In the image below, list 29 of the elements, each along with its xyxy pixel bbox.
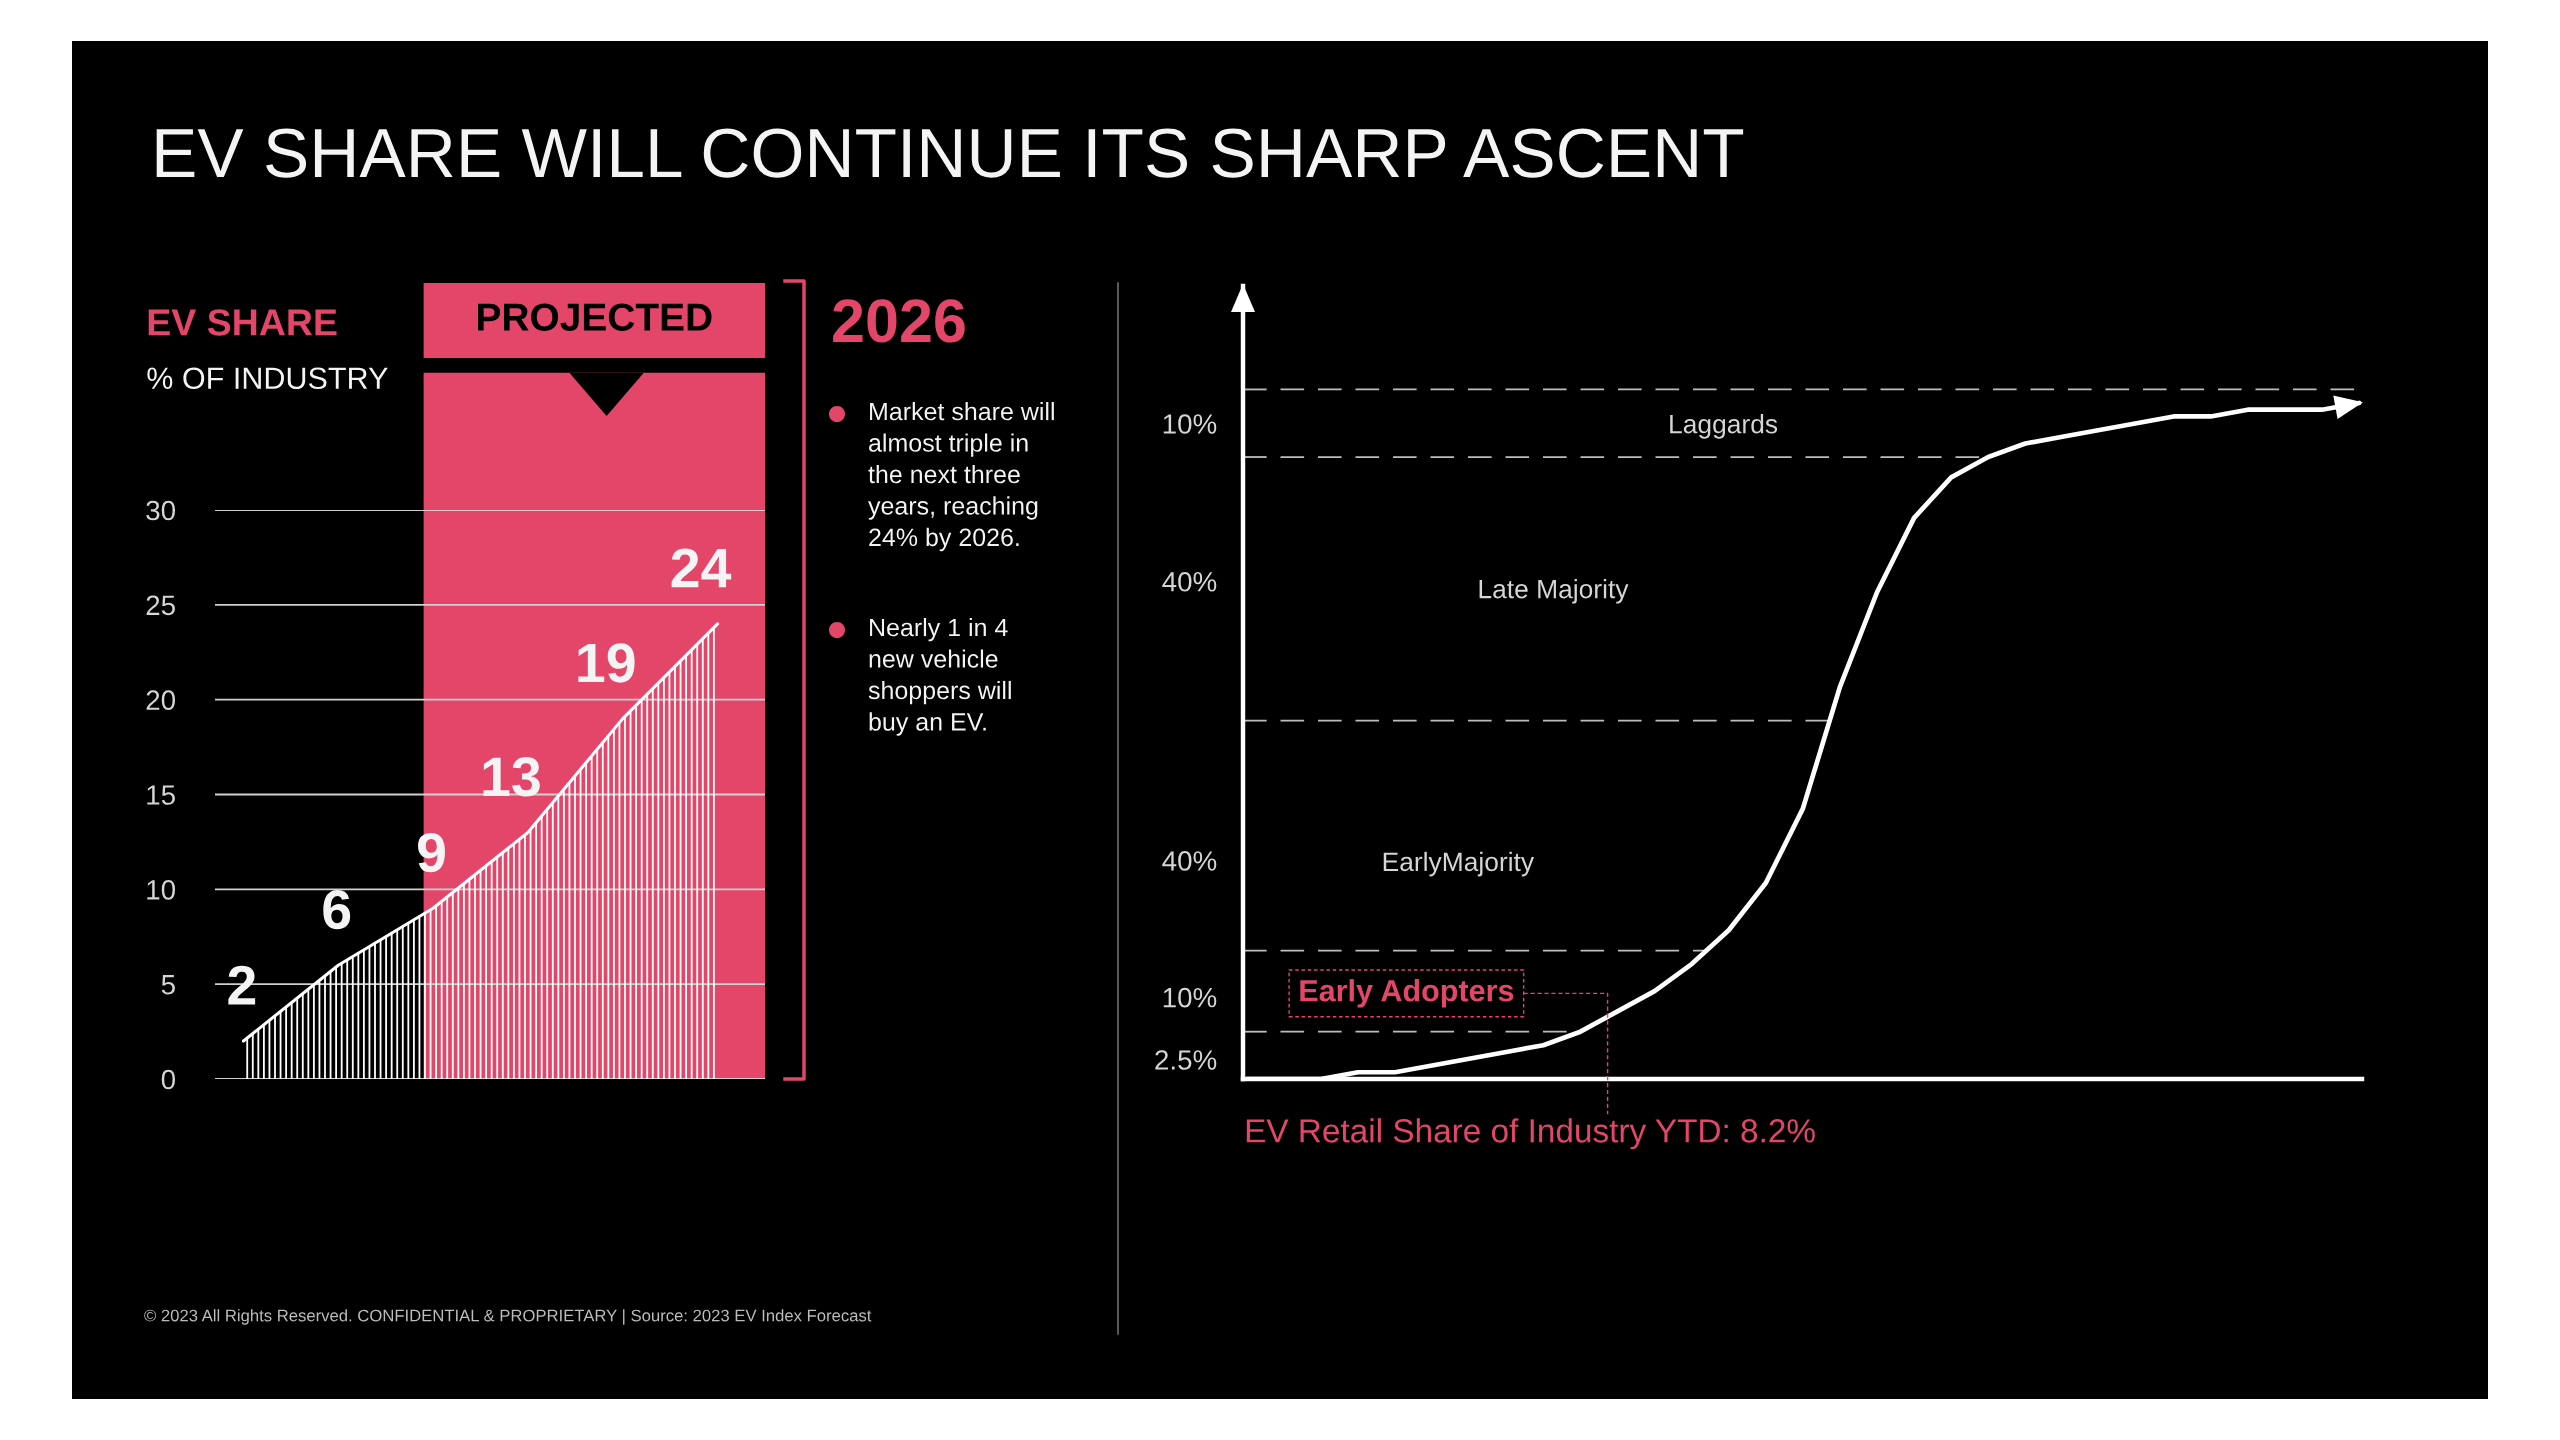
- annotation: Laggards: [1670, 414, 1778, 439]
- y-tick-label: 10: [147, 880, 176, 900]
- y-tick-label: 30: [146, 500, 176, 521]
- text: PROJECTED: [478, 303, 712, 331]
- data-label: 6: [323, 889, 351, 930]
- data-label: 13: [483, 757, 540, 797]
- annotation: EarlyMajority: [1383, 851, 1535, 877]
- y-tick-label: 5: [161, 975, 175, 995]
- text: 40%: [1162, 571, 1217, 592]
- data-label: 19: [578, 643, 635, 683]
- annotation: Late Majority: [1479, 579, 1629, 604]
- annotation: Early Adopters: [1300, 979, 1514, 1008]
- y-tick-label: 0: [161, 1069, 176, 1090]
- text: 10%: [1163, 414, 1217, 434]
- y-tick-label: 25: [146, 595, 175, 616]
- text: 2026: [833, 299, 965, 343]
- data-label: 24: [671, 548, 732, 588]
- y-tick-label: 15: [147, 785, 175, 805]
- text: 10%: [1163, 987, 1217, 1008]
- text: EV Retail Share of Industry YTD: 8.2%: [1246, 1118, 1815, 1150]
- text: EV SHARE WILL CONTINUE ITS SHARP ASCENT: [156, 128, 1744, 178]
- chart-title: EV SHARE: [148, 309, 337, 336]
- text: © 2023 All Rights Reserved. CONFIDENTIAL & PROPRIETARY | Source: 2023 EV Index Forecast: [144, 1309, 872, 1325]
- text: Market share will almost triple in the next three years, reaching 24% by 2026.: [868, 402, 1054, 552]
- chart-subtitle: % OF INDUSTRY: [147, 367, 388, 390]
- text: Nearly 1 in 4 new vehicle shoppers will buy an EV.: [868, 618, 1011, 736]
- text: 2.5%: [1155, 1050, 1217, 1070]
- text: 40%: [1162, 851, 1217, 871]
- y-tick-label: 20: [146, 690, 176, 711]
